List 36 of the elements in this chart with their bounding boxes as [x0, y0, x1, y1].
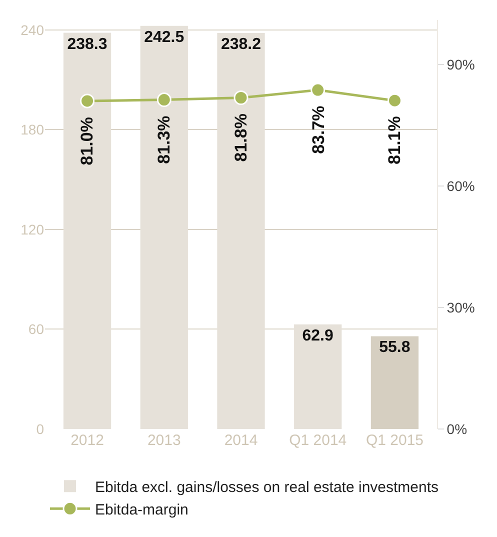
bar	[140, 26, 188, 429]
data-label: 81.1%	[385, 116, 404, 164]
y-tick-label: 120	[20, 221, 44, 238]
y-tick-label: 180	[20, 122, 44, 138]
bar	[63, 32, 112, 429]
y2-tick-label: 60%	[446, 178, 475, 194]
point	[156, 92, 172, 108]
point	[80, 94, 95, 108]
y-tick-label: 240	[20, 22, 44, 38]
x-tick-label: 2014	[224, 432, 258, 449]
data-label: 83.7%	[308, 106, 328, 154]
bar	[217, 32, 265, 429]
x-tick-label: Q1 2014	[289, 432, 347, 449]
data-label: 238.3	[67, 36, 108, 53]
data-label: 62.9	[302, 327, 334, 344]
x-tick-label: Q1 2015	[366, 432, 424, 449]
y-tick-label: 60	[28, 321, 44, 338]
data-label: 238.2	[220, 36, 262, 53]
x-tick-label: 2013	[147, 432, 181, 449]
data-label: 81.3%	[154, 116, 174, 164]
point	[387, 93, 402, 108]
data-label: 242.5	[144, 28, 184, 46]
data-label: 81.0%	[77, 117, 96, 166]
bar	[294, 324, 342, 429]
data-label: 81.8%	[231, 114, 250, 162]
legend-label: Ebitda excl. gains/losses on real estate investments	[95, 479, 439, 496]
y2-tick-label: 0%	[446, 420, 468, 437]
point	[234, 90, 248, 105]
point	[310, 82, 326, 98]
bar	[370, 336, 419, 429]
y2-tick-label: 90%	[446, 56, 475, 72]
legend-label: Ebitda-margin	[95, 502, 188, 518]
y-tick-label: 0	[36, 420, 44, 437]
x-tick-label: 2012	[70, 432, 104, 449]
y2-tick-label: 30%	[446, 299, 475, 316]
data-label: 55.8	[379, 339, 410, 356]
